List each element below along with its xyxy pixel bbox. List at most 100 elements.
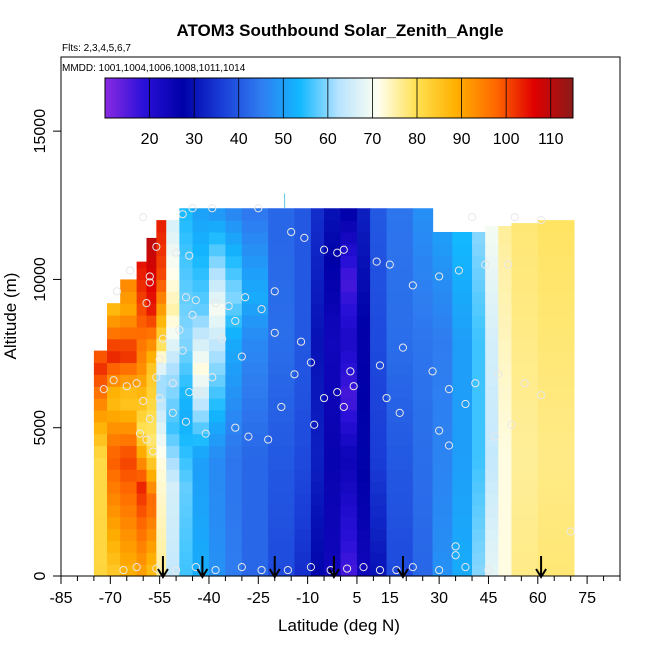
heatmap-cell <box>340 279 358 292</box>
heatmap-cell <box>192 409 210 423</box>
heatmap-cell <box>241 208 269 221</box>
heatmap-cell <box>324 291 342 304</box>
heatmap-cell <box>370 398 388 411</box>
observation-point <box>191 563 200 572</box>
heatmap-cell <box>93 481 108 494</box>
heatmap-cell <box>310 220 325 233</box>
heatmap-cell <box>511 421 539 435</box>
heatmap-cell <box>412 433 434 447</box>
heatmap-cell <box>356 315 371 328</box>
heatmap-cell <box>120 481 138 494</box>
heatmap-cell <box>179 315 194 328</box>
heatmap-cell <box>412 421 434 435</box>
heatmap-cell <box>146 255 157 269</box>
heatmap-cell <box>208 469 227 482</box>
heatmap-cell <box>225 338 243 352</box>
heatmap-cell <box>472 303 486 316</box>
heatmap-cell <box>324 552 342 565</box>
heatmap-cell <box>432 350 453 364</box>
heatmap-cell <box>340 208 358 221</box>
heatmap-cell <box>386 208 414 221</box>
observation-point <box>494 370 503 379</box>
heatmap-cell <box>356 374 371 387</box>
heatmap-cell <box>166 362 180 375</box>
heatmap-cell <box>136 279 148 292</box>
y-axis: 0 5000 10000 15000 <box>32 109 61 580</box>
heatmap-cell <box>225 220 243 233</box>
heatmap-cell <box>472 279 486 292</box>
heatmap-cell <box>93 564 108 577</box>
heatmap-cell <box>356 362 371 375</box>
observation-point <box>191 296 200 305</box>
heatmap-cell <box>412 350 434 364</box>
heatmap-cell <box>498 226 513 233</box>
heatmap-cell <box>120 516 138 530</box>
heatmap-cell <box>208 208 227 221</box>
heatmap-cell <box>498 267 513 281</box>
heatmap-cell <box>192 208 210 221</box>
heatmap-cell <box>136 540 148 553</box>
heatmap-cell <box>179 374 194 387</box>
heatmap-cell <box>386 350 414 364</box>
heatmap-cell <box>179 267 194 281</box>
heatmap-cell <box>485 528 499 542</box>
heatmap-cell <box>136 386 148 399</box>
colorbar-tick-label: 80 <box>408 131 426 148</box>
heatmap-cell <box>432 362 453 375</box>
heatmap-cell <box>241 409 269 423</box>
heatmap-cell <box>156 445 167 458</box>
x-tick-label: 30 <box>430 590 448 607</box>
heatmap-cell <box>107 564 121 577</box>
heatmap-cell <box>146 492 157 506</box>
heatmap-cell <box>146 481 157 494</box>
heatmap-cell <box>310 516 325 530</box>
heatmap-cell <box>136 303 148 316</box>
heatmap-cell <box>146 374 157 387</box>
heatmap-cell <box>225 469 243 482</box>
x-tick-label: -55 <box>148 590 171 607</box>
heatmap-cell <box>498 457 513 470</box>
heatmap-cell <box>498 516 513 530</box>
heatmap-cell <box>225 552 243 565</box>
heatmap-cell <box>146 421 157 435</box>
heatmap-cell <box>208 409 227 423</box>
heatmap-cell <box>241 243 269 257</box>
heatmap-cell <box>386 279 414 292</box>
heatmap-cell <box>472 267 486 281</box>
heatmap-cell <box>310 540 325 553</box>
heatmap-cell <box>472 362 486 375</box>
observation-point <box>270 328 279 337</box>
heatmap-cell <box>310 279 325 292</box>
heatmap-cell <box>107 362 121 375</box>
heatmap-cell <box>268 374 296 387</box>
heatmap-cell <box>179 492 194 506</box>
heatmap-cell <box>208 374 227 387</box>
heatmap-cell <box>356 326 371 340</box>
heatmap-cell <box>156 516 167 530</box>
heatmap-cell <box>310 350 325 364</box>
heatmap-cell <box>485 469 499 482</box>
heatmap-cell <box>452 255 473 269</box>
heatmap-cell <box>241 326 269 340</box>
heatmap-cell <box>324 457 342 470</box>
heatmap-cell <box>268 220 296 233</box>
heatmap-cell <box>324 220 342 233</box>
heatmap-cell <box>294 220 312 233</box>
heatmap-cell <box>208 315 227 328</box>
observation-point <box>408 563 417 572</box>
heatmap-cell <box>268 243 296 257</box>
heatmap-cell <box>156 267 167 281</box>
heatmap-cell <box>120 445 138 458</box>
observation-point <box>257 304 266 314</box>
heatmap-cell <box>241 528 269 542</box>
heatmap-cell <box>412 445 434 458</box>
heatmap-column <box>179 208 194 577</box>
heatmap-cell <box>472 374 486 387</box>
heatmap-cell <box>472 481 486 494</box>
heatmap-cell <box>166 528 180 542</box>
heatmap-cell <box>537 220 575 233</box>
heatmap-cell <box>241 362 269 375</box>
observation-point <box>152 242 161 251</box>
heatmap-cell <box>192 516 210 530</box>
heatmap-cell <box>511 243 539 257</box>
